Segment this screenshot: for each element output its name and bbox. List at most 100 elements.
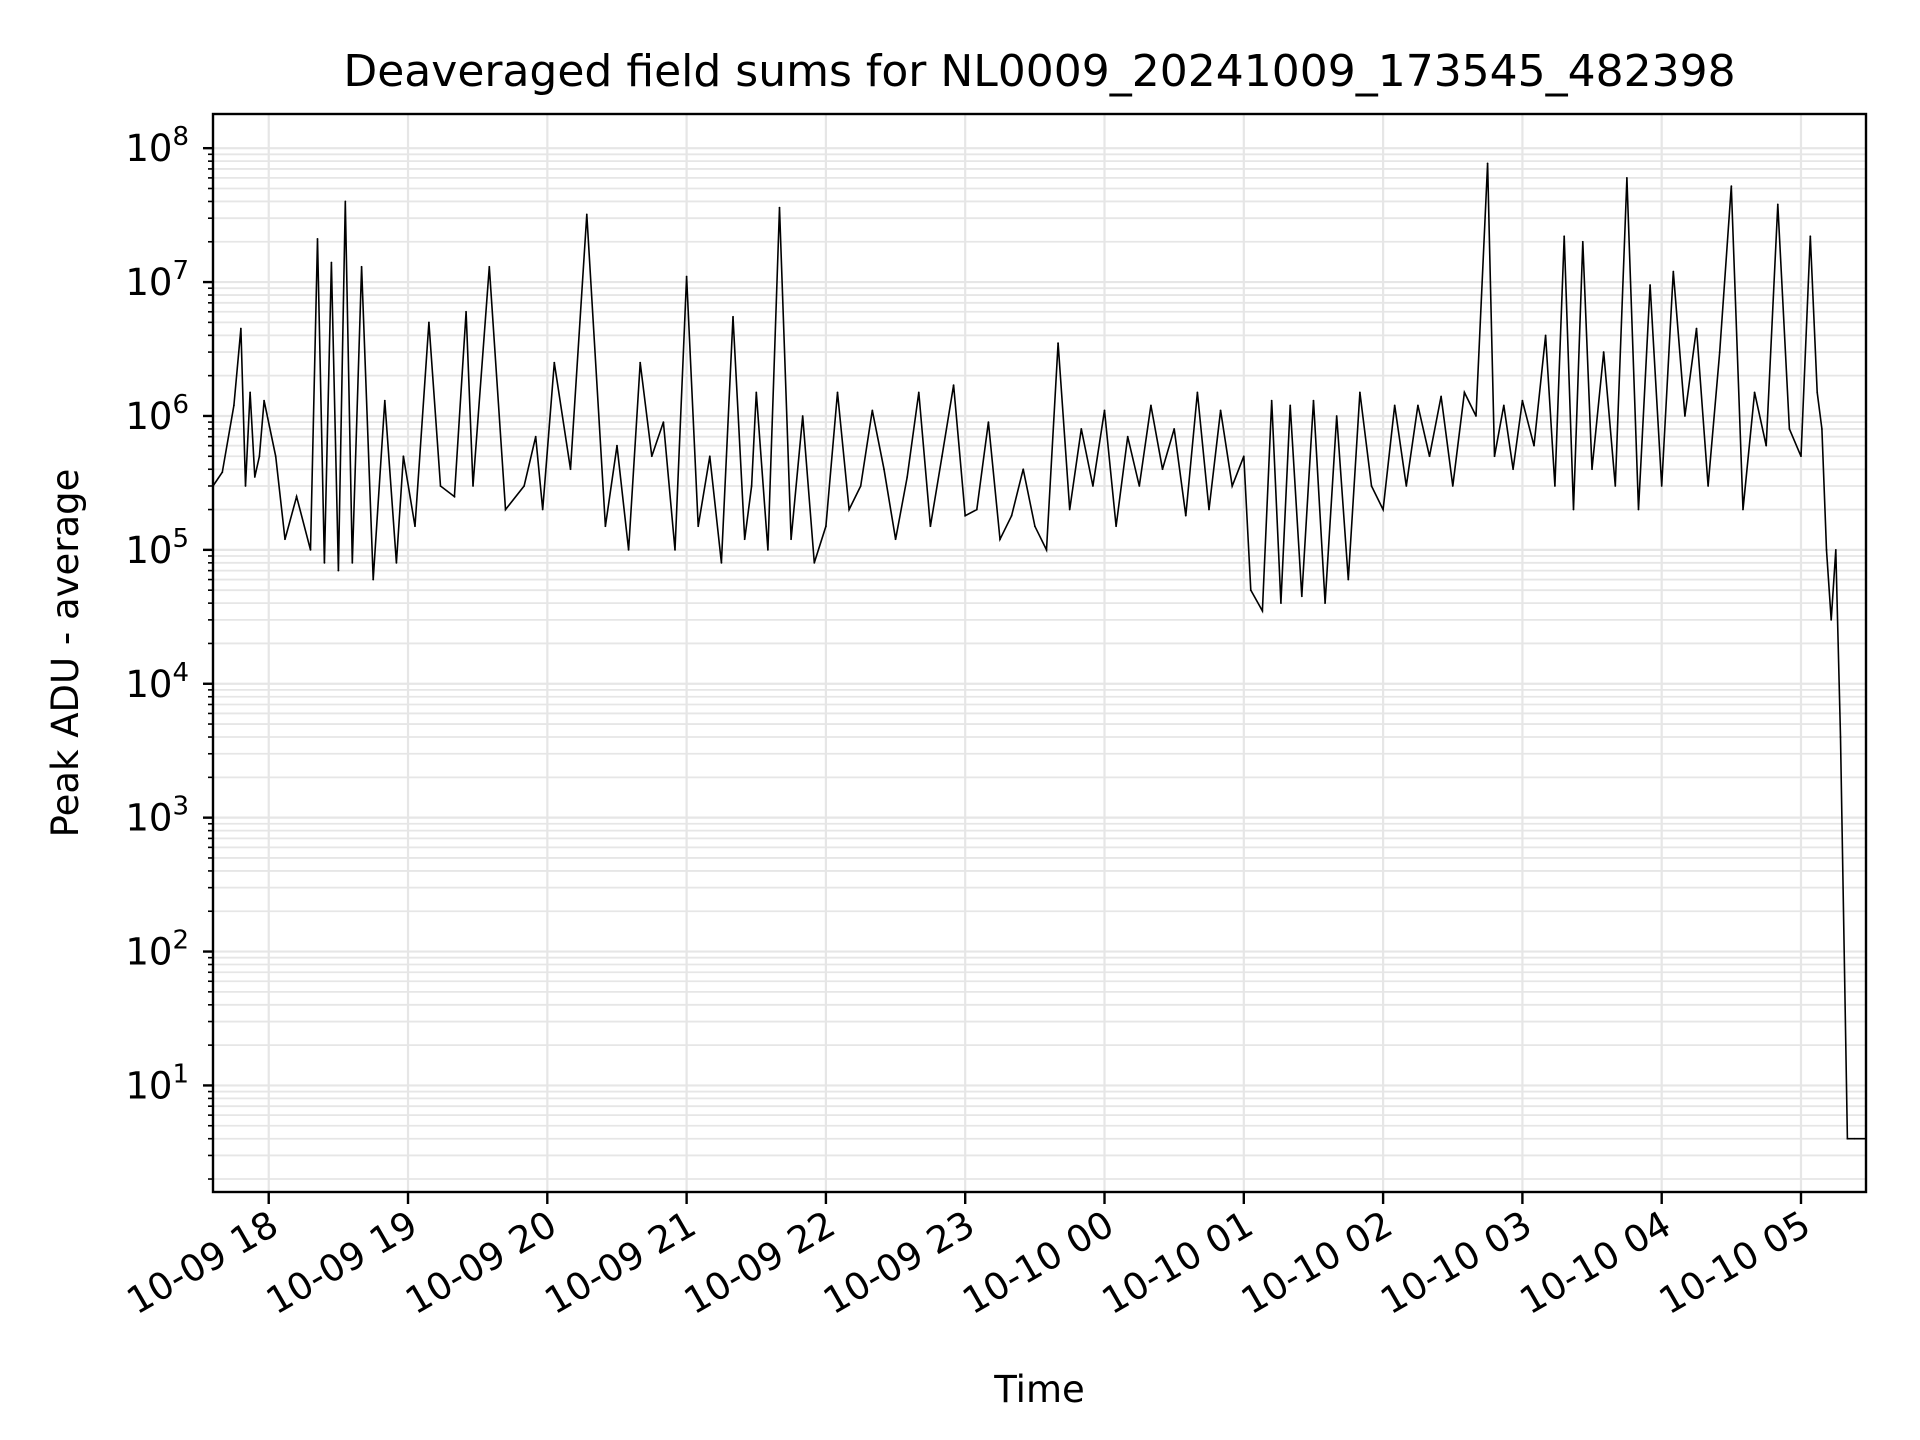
y-tick-label: 107 xyxy=(125,256,189,304)
x-axis-label: Time xyxy=(993,1368,1085,1411)
y-tick-exponent: 8 xyxy=(172,122,189,152)
y-tick-label: 101 xyxy=(125,1059,189,1107)
data-point xyxy=(1242,455,1245,458)
plot-frame xyxy=(211,112,1868,1194)
data-point xyxy=(1839,736,1842,738)
data-point xyxy=(1800,455,1802,458)
data-point xyxy=(1057,342,1059,345)
data-point xyxy=(395,561,398,564)
y-tick-base: 10 xyxy=(125,931,172,974)
data-point xyxy=(1045,548,1048,551)
y-tick-base: 10 xyxy=(125,395,172,438)
data-point xyxy=(274,455,277,458)
data-point xyxy=(836,391,839,394)
data-point xyxy=(627,548,630,551)
y-tick-base: 10 xyxy=(125,1064,172,1107)
data-point xyxy=(790,538,792,541)
data-point xyxy=(316,238,319,240)
data-point xyxy=(1788,428,1791,430)
data-point xyxy=(221,471,224,474)
data-point xyxy=(1261,610,1264,612)
data-point xyxy=(708,455,711,458)
data-point xyxy=(465,310,467,313)
data-point xyxy=(1475,415,1477,417)
chart-title: Deaveraged field sums for NL0009_2024100… xyxy=(343,46,1735,97)
data-point xyxy=(1417,404,1419,407)
y-tick-exponent: 3 xyxy=(172,792,189,822)
data-point xyxy=(662,421,665,423)
data-point xyxy=(1830,618,1833,621)
y-tick-label: 104 xyxy=(125,658,189,706)
data-point xyxy=(258,455,261,458)
data-point xyxy=(1742,508,1744,511)
data-point xyxy=(685,275,688,278)
y-tick-base: 10 xyxy=(125,261,172,304)
data-point xyxy=(249,391,252,394)
data-point xyxy=(778,206,781,209)
data-point xyxy=(975,508,978,511)
data-point xyxy=(1502,404,1505,407)
y-tick-base: 10 xyxy=(125,529,172,572)
data-layer xyxy=(212,162,1867,1140)
data-point xyxy=(1834,548,1837,551)
data-point xyxy=(1765,444,1768,447)
data-point xyxy=(1249,589,1252,592)
data-point xyxy=(1219,409,1222,412)
y-tick-label: 106 xyxy=(125,390,189,438)
data-point xyxy=(650,455,653,458)
data-point xyxy=(871,409,874,412)
data-point xyxy=(1103,409,1106,412)
data-point xyxy=(1010,514,1013,517)
data-point xyxy=(453,495,456,498)
y-tick-label: 108 xyxy=(125,122,189,170)
data-point xyxy=(720,561,723,564)
data-point xyxy=(534,435,537,438)
data-point xyxy=(743,538,746,541)
data-point xyxy=(344,200,347,203)
data-point xyxy=(1581,240,1584,243)
data-point xyxy=(825,525,827,528)
data-point xyxy=(1451,485,1454,487)
data-point xyxy=(1730,185,1733,188)
data-point xyxy=(964,514,967,517)
data-point xyxy=(309,548,312,551)
data-point xyxy=(1150,404,1152,407)
data-point xyxy=(553,361,556,364)
data-point xyxy=(569,468,572,471)
data-point xyxy=(801,415,804,417)
data-point xyxy=(1312,399,1315,402)
data-point xyxy=(929,525,932,528)
y-tick-base: 10 xyxy=(125,127,172,170)
data-point xyxy=(755,391,758,394)
data-point xyxy=(351,561,354,564)
data-point xyxy=(1324,602,1326,605)
data-point xyxy=(1486,162,1489,165)
y-tick-exponent: 4 xyxy=(172,658,189,688)
data-point xyxy=(1816,391,1819,394)
data-point xyxy=(1347,578,1350,581)
data-point xyxy=(906,476,909,478)
y-tick-exponent: 7 xyxy=(172,256,189,286)
y-tick-base: 10 xyxy=(125,797,172,840)
data-point xyxy=(1022,468,1025,471)
data-point xyxy=(439,485,442,487)
data-point xyxy=(1649,284,1651,286)
data-point xyxy=(1068,508,1071,511)
data-point xyxy=(239,327,242,330)
data-point xyxy=(244,485,247,487)
data-point xyxy=(941,455,943,458)
data-point xyxy=(987,421,990,423)
data-point xyxy=(1707,485,1710,487)
data-point xyxy=(859,485,862,487)
grid-layer xyxy=(213,114,1866,1192)
data-point xyxy=(1572,508,1575,511)
data-point xyxy=(1825,548,1828,551)
data-point xyxy=(1382,508,1385,511)
data-point xyxy=(295,495,298,498)
data-point xyxy=(1231,485,1234,487)
data-point xyxy=(1660,485,1663,487)
data-point xyxy=(952,384,955,387)
data-point xyxy=(1809,235,1812,238)
data-point xyxy=(1753,391,1756,394)
